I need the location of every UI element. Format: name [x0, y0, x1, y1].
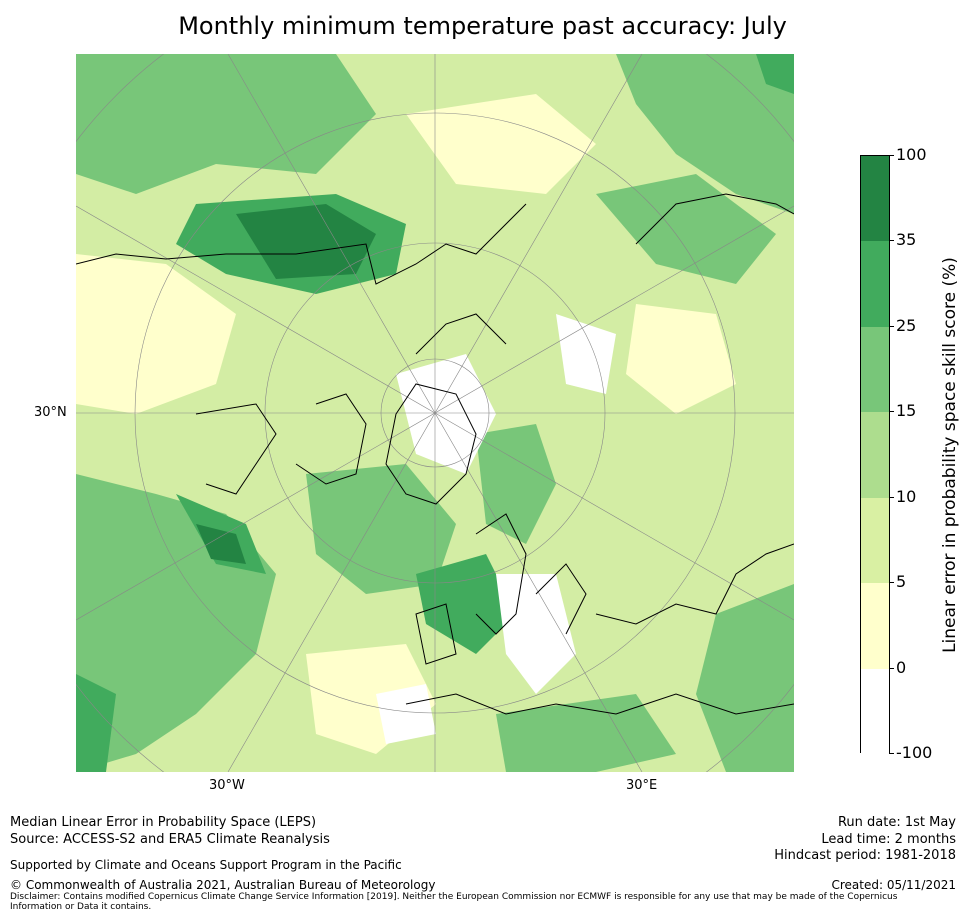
colorbar-segment: [861, 412, 889, 498]
colorbar-segment: [861, 241, 889, 327]
map-canvas: [76, 54, 794, 772]
footer-support: Supported by Climate and Oceans Support …: [10, 858, 402, 872]
colorbar-tick-label: 25: [896, 315, 917, 335]
colorbar-segment: [861, 497, 889, 584]
colorbar-tick-label: 15: [896, 401, 917, 421]
colorbar-segment: [861, 583, 889, 669]
footer-method: Median Linear Error in Probability Space…: [10, 815, 317, 830]
colorbar-segment: [861, 326, 889, 413]
colorbar-title: Linear error in probability space skill …: [940, 257, 960, 653]
colorbar-tick: [889, 667, 894, 669]
hindcast-period: Hindcast period: 1981-2018: [774, 848, 956, 863]
colorbar-tick: [889, 496, 894, 498]
created-date: Created: 05/11/2021: [831, 878, 956, 892]
skill-35-100-areas: [196, 204, 376, 564]
footer-copyright: © Commonwealth of Australia 2021, Austra…: [10, 878, 436, 892]
lon-label-30e: 30°E: [626, 778, 658, 793]
chart-title: Monthly minimum temperature past accurac…: [178, 12, 787, 40]
colorbar: [860, 155, 890, 754]
lead-time: Lead time: 2 months: [821, 832, 956, 847]
lon-label-30w: 30°W: [209, 778, 245, 793]
footer-disclaimer: Disclaimer: Contains modified Copernicus…: [10, 892, 898, 912]
graticule: [76, 54, 794, 772]
skill-below-0-areas: [376, 314, 616, 744]
colorbar-tick: [889, 325, 894, 327]
colorbar-tick-label: 10: [896, 486, 917, 506]
colorbar-segment: [861, 668, 889, 754]
colorbar-tick-label: 35: [896, 230, 917, 250]
colorbar-tick-label: -100: [896, 743, 933, 762]
run-date: Run date: 1st May: [837, 815, 956, 830]
colorbar-tick: [889, 411, 894, 413]
colorbar-segment: [861, 156, 889, 242]
skill-15-25-areas: [76, 54, 794, 772]
coastlines: [76, 193, 794, 715]
colorbar-tick-label: 5: [896, 572, 907, 592]
colorbar-tick: [889, 753, 894, 754]
colorbar-tick: [889, 155, 894, 156]
colorbar-tick-label: 100: [896, 145, 927, 164]
lat-label-30n: 30°N: [34, 405, 67, 420]
colorbar-tick: [889, 582, 894, 584]
footer-source: Source: ACCESS-S2 and ERA5 Climate Reana…: [10, 832, 330, 847]
colorbar-tick-label: 0: [896, 657, 907, 677]
colorbar-tick: [889, 240, 894, 242]
skill-score-map: [76, 54, 794, 772]
